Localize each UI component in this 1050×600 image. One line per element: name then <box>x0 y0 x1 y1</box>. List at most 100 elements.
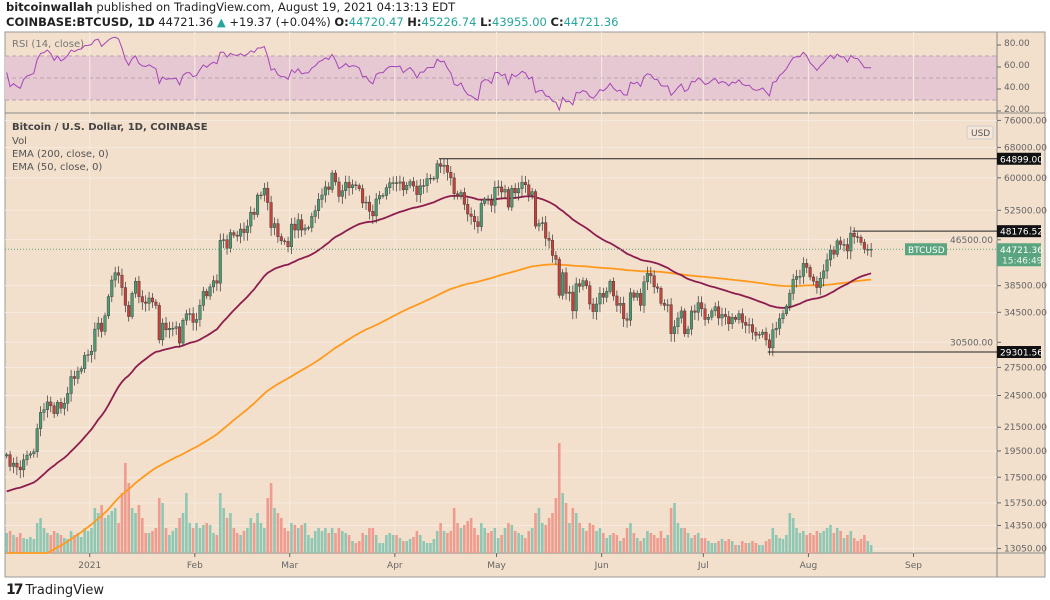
volume-bar <box>327 533 331 553</box>
candle <box>208 283 212 300</box>
candle-body <box>205 291 209 297</box>
symbol-info: COINBASE:BTCUSD, 1D 44721.36 ▲ +19.37 (+… <box>6 15 618 29</box>
candle <box>367 195 371 220</box>
candle-body <box>747 324 751 326</box>
candle-body <box>8 454 12 467</box>
volume-bar <box>513 531 517 553</box>
candle-body <box>856 236 860 238</box>
candle-body <box>239 228 243 237</box>
candle-body <box>117 272 121 276</box>
candle-body <box>679 310 683 319</box>
candle-body <box>401 181 405 191</box>
candle <box>320 188 324 208</box>
volume-bar <box>283 528 286 553</box>
candle-body <box>601 293 605 298</box>
volume-bar <box>412 537 415 553</box>
candle <box>425 172 429 193</box>
volume-bar <box>127 483 131 553</box>
volume-bar <box>303 523 307 553</box>
volume-bar <box>337 528 341 553</box>
candle <box>286 236 290 253</box>
volume-bar <box>113 508 117 553</box>
candle-body <box>686 328 690 334</box>
volume-bar <box>595 531 598 553</box>
candle <box>161 318 165 346</box>
candle <box>737 310 741 324</box>
candle-body <box>323 186 327 196</box>
candle <box>513 183 517 199</box>
volume-bar <box>69 531 73 553</box>
volume-bar <box>52 531 56 553</box>
candle <box>357 183 361 192</box>
candle <box>72 370 76 386</box>
candle-body <box>289 223 293 247</box>
volume-bar <box>541 523 544 553</box>
candle-body <box>520 182 524 189</box>
candle <box>398 175 402 191</box>
volume-bar <box>808 533 812 553</box>
ema50-legend[interactable]: EMA (50, close, 0) <box>12 162 103 173</box>
candle <box>639 288 643 312</box>
candle-body <box>625 318 629 321</box>
candle <box>740 308 744 329</box>
candle <box>344 175 348 200</box>
candle-body <box>293 223 297 231</box>
y-tick-label: 60000.00 <box>1004 174 1047 184</box>
author[interactable]: bitcoinwallah <box>6 0 93 14</box>
tradingview-logo[interactable]: 𝟭𝟳 TradingView <box>6 582 104 598</box>
volume-bar <box>310 538 314 553</box>
volume-bar <box>693 535 697 553</box>
candle <box>86 349 90 362</box>
candle <box>618 296 622 314</box>
candle-body <box>795 276 799 280</box>
candle-body <box>506 189 510 208</box>
candle-body <box>361 188 365 204</box>
candle-body <box>659 287 663 304</box>
candle-body <box>56 402 60 414</box>
volume-bar <box>344 533 347 553</box>
candle <box>242 222 246 241</box>
ema200-legend[interactable]: EMA (200, close, 0) <box>12 149 109 160</box>
candle-body <box>76 370 80 379</box>
candle-body <box>69 376 73 394</box>
candle-body <box>344 182 348 191</box>
symbol-label: BTCUSD <box>908 246 945 256</box>
volume-bar <box>642 538 646 553</box>
volume-bar <box>371 528 375 553</box>
vol-legend[interactable]: Vol <box>12 136 27 147</box>
high-label: H: <box>407 15 422 29</box>
candle-body <box>503 189 507 193</box>
candle <box>496 180 500 196</box>
candle <box>313 205 317 224</box>
candle <box>293 217 297 239</box>
level-price-label: 64899.00 <box>1000 155 1043 165</box>
candle <box>567 285 571 302</box>
volume-bar <box>785 535 788 553</box>
rsi-legend[interactable]: RSI (14, close) <box>12 39 85 50</box>
candle-body <box>218 240 222 284</box>
candle-body <box>737 313 741 320</box>
candle <box>710 308 714 321</box>
candle-body <box>774 328 778 331</box>
candle-body <box>703 308 707 320</box>
y-tick-label: 13050.00 <box>1004 545 1047 555</box>
candle <box>771 323 775 357</box>
candle-body <box>439 163 443 167</box>
volume-bar <box>381 543 385 553</box>
candle <box>591 298 595 319</box>
candle-body <box>367 201 371 212</box>
price-chart[interactable]: 2021 Feb Mar Apr May Jun Jul Aug Sep 13050.00 1435… <box>0 0 1050 580</box>
candle <box>473 209 477 230</box>
candle-body <box>527 184 531 196</box>
candle-body <box>79 368 83 372</box>
volume-bar <box>86 531 90 553</box>
candle <box>350 179 354 195</box>
candle <box>805 258 809 274</box>
candle <box>66 386 70 412</box>
candle-body <box>706 317 710 320</box>
candle <box>276 218 280 243</box>
volume-bar <box>703 538 707 553</box>
candle <box>774 321 778 338</box>
volume-bar <box>22 538 25 553</box>
candle-body <box>835 240 839 255</box>
